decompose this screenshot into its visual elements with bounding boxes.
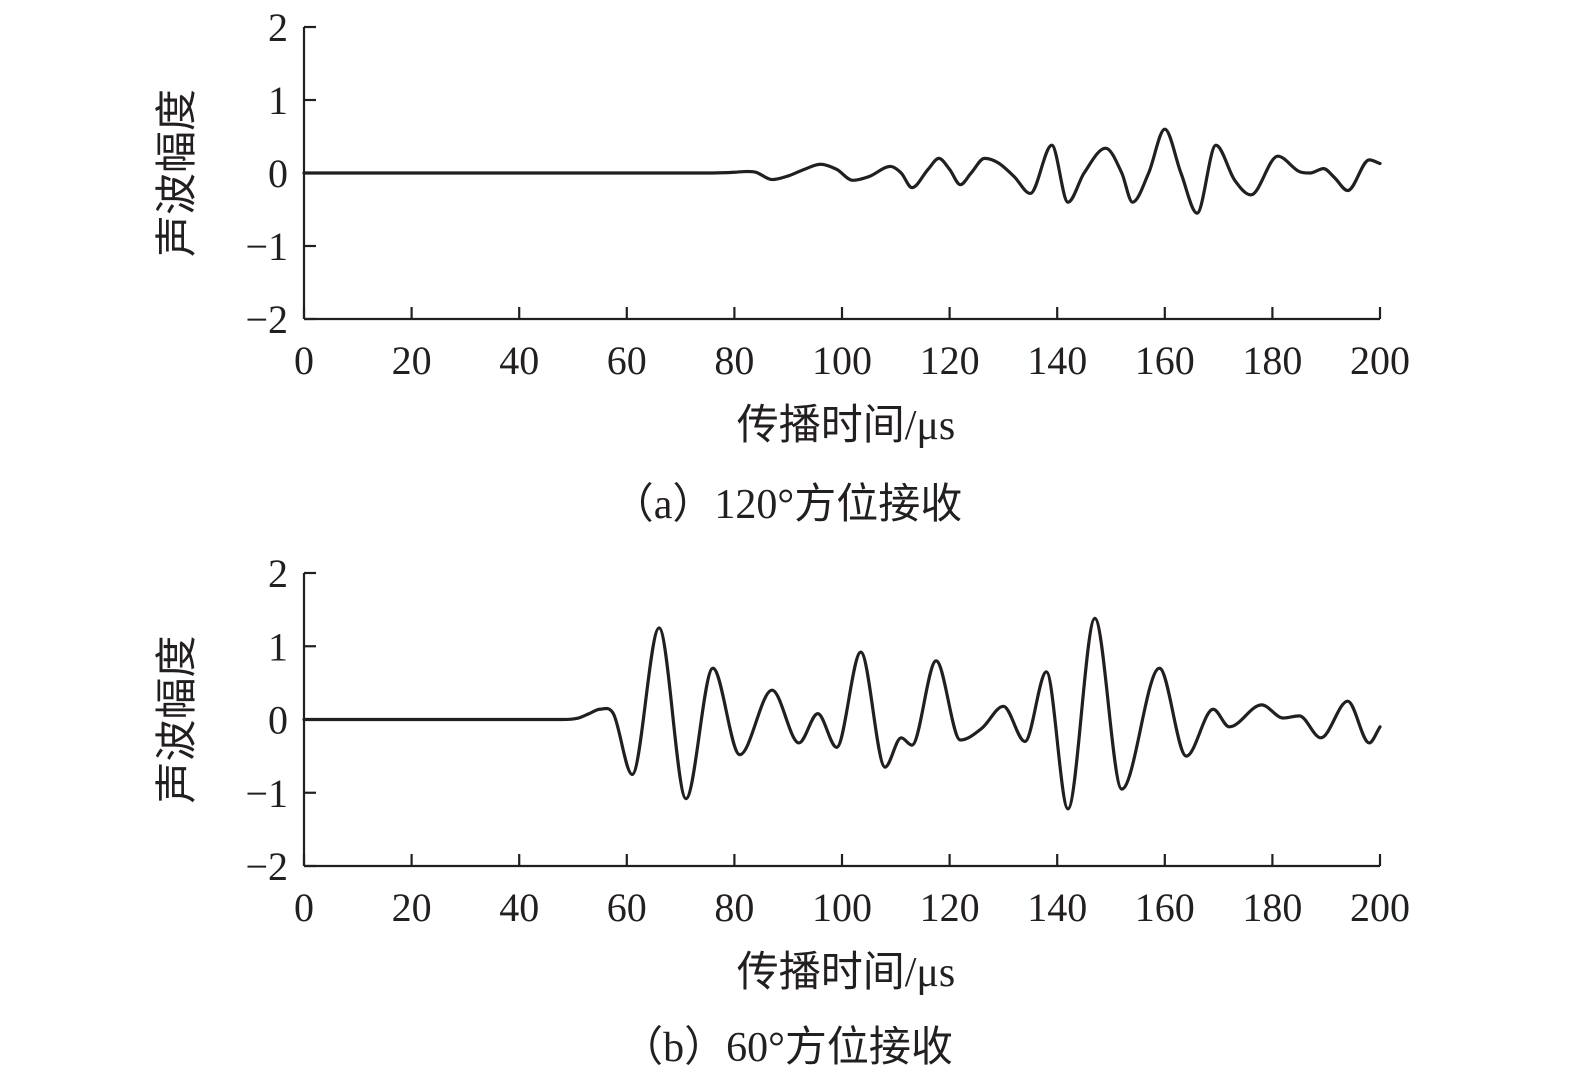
x-tick-label: 20: [392, 885, 432, 930]
x-tick-label: 20: [392, 338, 432, 383]
x-tick-label: 140: [1027, 338, 1087, 383]
y-axis-title: 声波幅度: [155, 635, 201, 803]
y-tick-label: 1: [268, 624, 288, 669]
chart-panel-b: 210−1−20 20 40 60 80 100 120 140 160 180 200传播时间/μ…: [155, 551, 1410, 1071]
x-tick-label: 200: [1350, 338, 1410, 383]
x-tick-label: 0: [294, 885, 314, 930]
x-tick-label: 120: [920, 885, 980, 930]
x-tick-label: 60: [607, 885, 647, 930]
x-tick-label: 120: [920, 338, 980, 383]
x-axis-title: 传播时间/μs: [737, 403, 956, 449]
x-tick-label: 80: [714, 338, 754, 383]
x-tick-label: 60: [607, 338, 647, 383]
y-tick-label: −2: [245, 844, 288, 889]
x-tick-label: 100: [812, 885, 872, 930]
x-axis-title: 传播时间/μs: [737, 950, 956, 996]
waveform-line: [302, 127, 1382, 215]
x-tick-label: 0: [294, 338, 314, 383]
x-tick-label: 160: [1135, 885, 1195, 930]
panel-caption: （a）120°方位接收: [612, 481, 962, 528]
y-tick-label: 2: [268, 5, 288, 50]
x-tick-label: 40: [499, 885, 539, 930]
x-tick-label: 180: [1242, 338, 1302, 383]
y-tick-label: 1: [268, 78, 288, 123]
y-tick-label: 0: [268, 151, 288, 196]
waveform-line: [302, 616, 1382, 811]
y-tick-label: 2: [268, 551, 288, 596]
y-tick-label: 0: [268, 698, 288, 743]
y-axis-title: 声波幅度: [155, 89, 201, 257]
x-tick-label: 100: [812, 338, 872, 383]
panel-caption: （b）60°方位接收: [621, 1024, 953, 1071]
x-tick-label: 200: [1350, 885, 1410, 930]
x-tick-label: 180: [1242, 885, 1302, 930]
chart-panel-a: 210−1−20 20 40 60 80 100 120 140 160 180 200传播时间/μ…: [155, 5, 1410, 528]
y-tick-label: −1: [245, 224, 288, 269]
y-tick-label: −1: [245, 771, 288, 816]
x-tick-label: 140: [1027, 885, 1087, 930]
y-tick-label: −2: [245, 297, 288, 342]
x-tick-label: 40: [499, 338, 539, 383]
x-tick-label: 80: [714, 885, 754, 930]
x-tick-label: 160: [1135, 338, 1195, 383]
